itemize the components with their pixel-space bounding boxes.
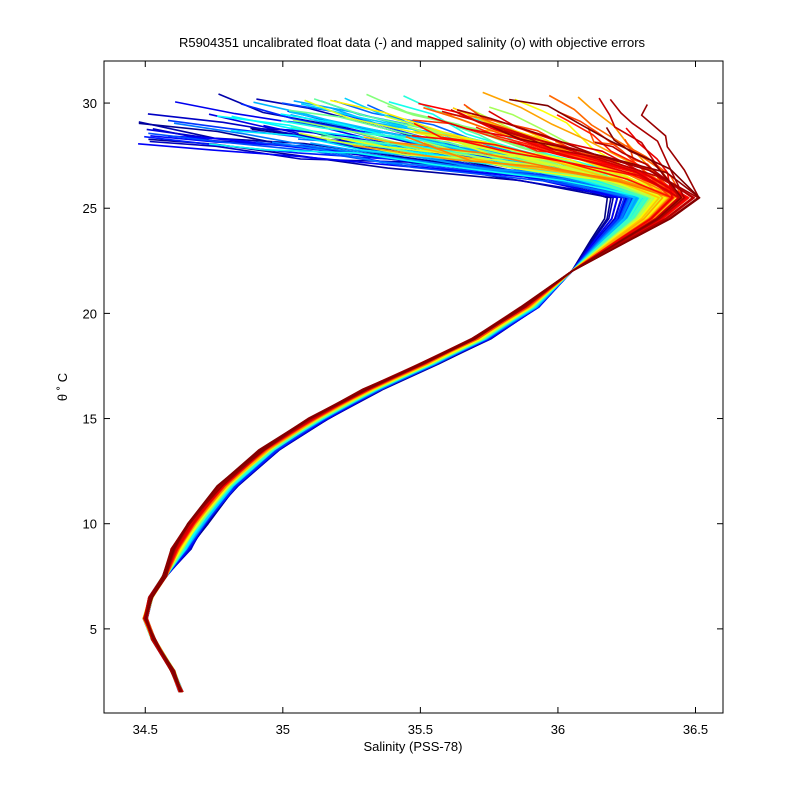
float-profile-line <box>144 98 701 693</box>
y-tick-label: 30 <box>83 96 97 111</box>
plot-axes-box <box>103 60 724 714</box>
y-tick-label: 25 <box>83 201 97 216</box>
y-tick-label: 20 <box>83 306 97 321</box>
y-tick-label: 5 <box>90 622 97 637</box>
y-axis-label: θ ˚ C <box>55 373 70 401</box>
x-tick-label: 35 <box>276 722 290 737</box>
y-tick-label: 10 <box>83 517 97 532</box>
chart-title: R5904351 uncalibrated float data (-) and… <box>179 35 646 50</box>
x-tick-label: 34.5 <box>133 722 158 737</box>
x-tick-label: 36 <box>551 722 565 737</box>
x-axis: 34.5 35 35.5 36 36.5 <box>133 61 708 737</box>
profile-lines <box>138 91 701 693</box>
y-tick-label: 15 <box>83 412 97 427</box>
y-axis: 5 10 15 20 25 30 <box>83 96 723 637</box>
x-axis-label: Salinity (PSS-78) <box>364 739 463 754</box>
x-tick-label: 36.5 <box>683 722 708 737</box>
x-tick-label: 35.5 <box>408 722 433 737</box>
